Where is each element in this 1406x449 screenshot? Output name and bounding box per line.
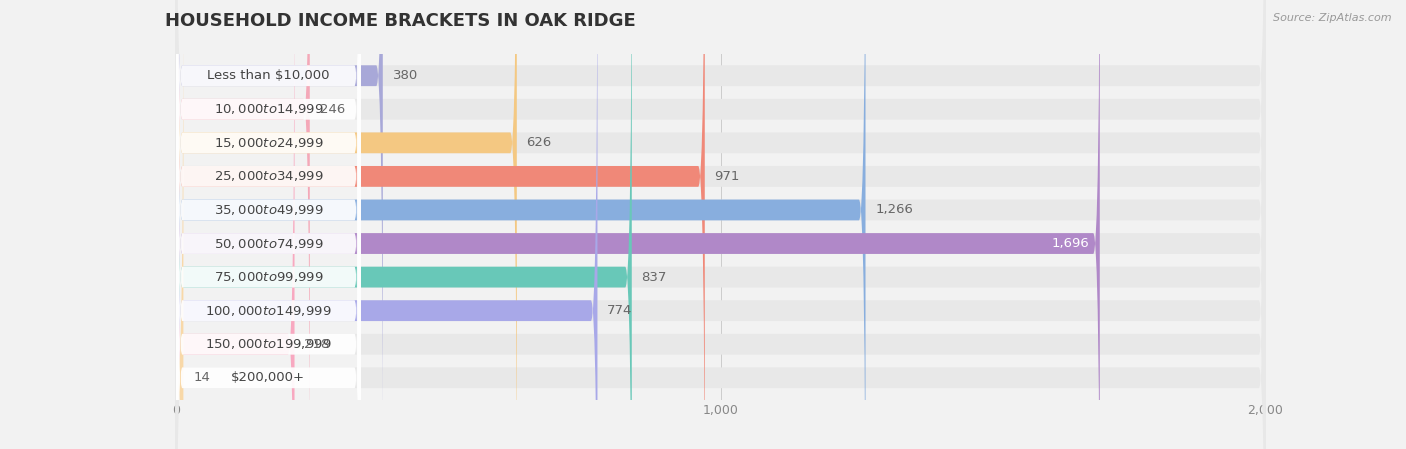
FancyBboxPatch shape [176,0,361,449]
FancyBboxPatch shape [176,0,1265,449]
FancyBboxPatch shape [176,0,361,449]
FancyBboxPatch shape [176,0,1265,449]
FancyBboxPatch shape [176,0,631,449]
FancyBboxPatch shape [176,0,361,449]
FancyBboxPatch shape [176,0,361,449]
Text: 380: 380 [392,69,418,82]
FancyBboxPatch shape [176,0,1099,449]
FancyBboxPatch shape [176,0,361,449]
Text: $150,000 to $199,999: $150,000 to $199,999 [205,337,332,351]
FancyBboxPatch shape [176,0,361,449]
Text: 774: 774 [607,304,633,317]
FancyBboxPatch shape [176,0,598,449]
FancyBboxPatch shape [176,0,1265,449]
FancyBboxPatch shape [176,0,361,449]
FancyBboxPatch shape [176,0,1265,449]
FancyBboxPatch shape [176,0,183,449]
FancyBboxPatch shape [176,0,1265,449]
Text: 837: 837 [641,271,666,284]
FancyBboxPatch shape [176,0,1265,449]
Text: $200,000+: $200,000+ [232,371,305,384]
Text: $35,000 to $49,999: $35,000 to $49,999 [214,203,323,217]
FancyBboxPatch shape [176,0,866,449]
Text: $25,000 to $34,999: $25,000 to $34,999 [214,169,323,183]
Text: 626: 626 [527,136,553,150]
FancyBboxPatch shape [176,0,1265,449]
FancyBboxPatch shape [176,0,517,449]
Text: $10,000 to $14,999: $10,000 to $14,999 [214,102,323,116]
FancyBboxPatch shape [176,0,361,449]
Text: 971: 971 [714,170,740,183]
FancyBboxPatch shape [176,0,1265,449]
Text: 1,696: 1,696 [1052,237,1088,250]
Text: 246: 246 [319,103,344,116]
Text: 1,266: 1,266 [876,203,912,216]
Text: 14: 14 [193,371,209,384]
Text: Source: ZipAtlas.com: Source: ZipAtlas.com [1274,13,1392,23]
Text: HOUSEHOLD INCOME BRACKETS IN OAK RIDGE: HOUSEHOLD INCOME BRACKETS IN OAK RIDGE [165,12,636,30]
FancyBboxPatch shape [176,0,294,449]
FancyBboxPatch shape [176,0,361,449]
FancyBboxPatch shape [176,0,704,449]
Text: $50,000 to $74,999: $50,000 to $74,999 [214,237,323,251]
Text: 218: 218 [304,338,329,351]
FancyBboxPatch shape [176,0,309,449]
FancyBboxPatch shape [176,0,1265,449]
Text: $100,000 to $149,999: $100,000 to $149,999 [205,304,332,317]
Text: Less than $10,000: Less than $10,000 [207,69,329,82]
FancyBboxPatch shape [176,0,1265,449]
Text: $75,000 to $99,999: $75,000 to $99,999 [214,270,323,284]
Text: $15,000 to $24,999: $15,000 to $24,999 [214,136,323,150]
FancyBboxPatch shape [176,0,382,449]
FancyBboxPatch shape [176,0,361,449]
